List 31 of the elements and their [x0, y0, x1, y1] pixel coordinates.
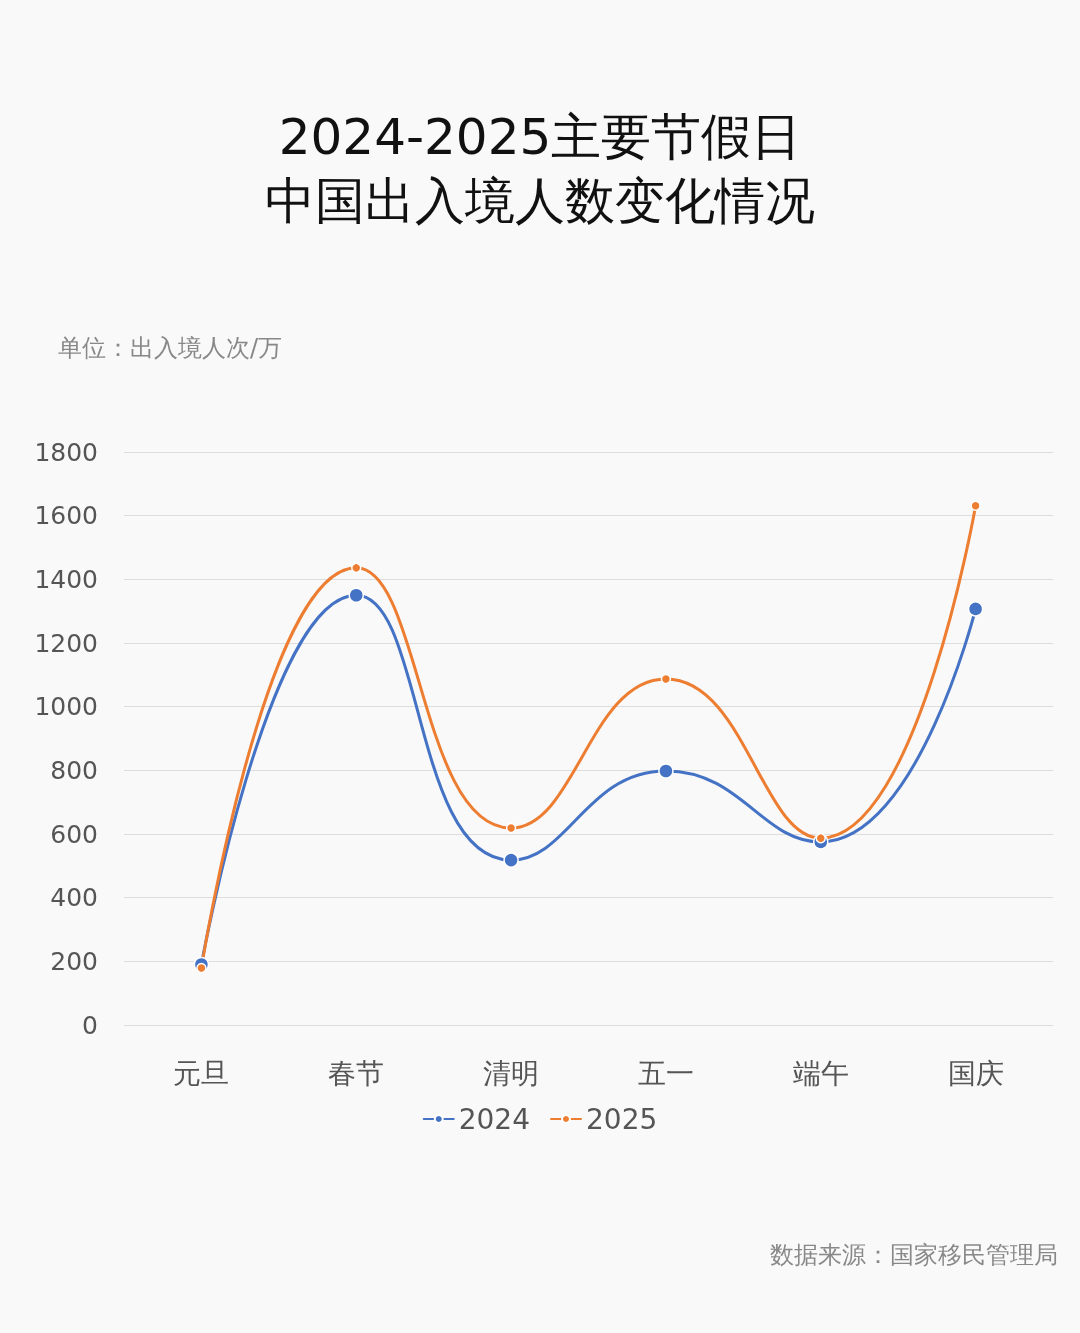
x-tick-label: 元旦: [173, 1056, 230, 1090]
x-tick-label: 清明: [483, 1056, 540, 1090]
y-tick-label: 800: [50, 755, 98, 785]
y-tick-label: 400: [50, 883, 98, 913]
x-tick-label: 五一: [637, 1056, 694, 1090]
point: [970, 500, 981, 512]
y-tick-label: 1600: [34, 501, 98, 531]
point: [660, 673, 672, 685]
chart-title: 2024-2025主要节假日中国出入境人数变化情况: [265, 108, 815, 230]
x-tick-label: 端午: [792, 1056, 849, 1090]
x-tick-label: 国庆: [947, 1056, 1004, 1090]
y-tick-label: 600: [50, 819, 98, 849]
y-tick-label: 200: [50, 946, 98, 976]
point: [196, 962, 207, 974]
point: [348, 587, 364, 603]
point: [351, 562, 362, 574]
legend-label: 2025: [586, 1102, 658, 1136]
point: [503, 852, 519, 868]
y-tick-label: 1400: [34, 564, 98, 594]
legend-label: 2024: [458, 1102, 531, 1136]
source-note: 数据来源：国家移民管理局: [770, 1241, 1058, 1269]
point: [967, 601, 984, 617]
point: [505, 822, 517, 834]
y-tick-label: 1800: [34, 437, 98, 467]
y-tick-label: 1200: [34, 628, 98, 658]
y-tick-label: 1000: [34, 692, 98, 722]
y-axis-title: 单位：出入境人次/万: [58, 334, 283, 362]
point: [658, 763, 674, 779]
y-tick-label: 0: [82, 1010, 98, 1040]
point: [815, 832, 826, 844]
x-tick-label: 春节: [328, 1056, 385, 1090]
